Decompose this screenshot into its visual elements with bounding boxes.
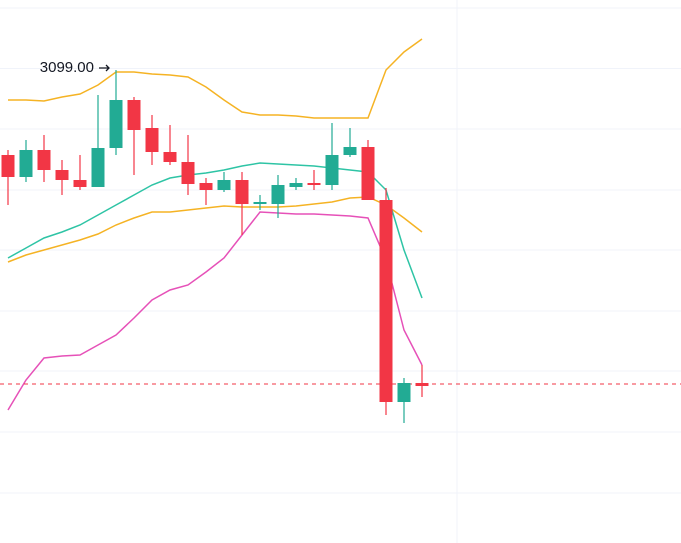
- candle-body: [91, 148, 105, 187]
- candle-body: [253, 202, 267, 204]
- candle-body: [19, 150, 33, 177]
- candle-body: [289, 183, 303, 187]
- annotation-label: 3099.00: [40, 59, 94, 76]
- candle-body: [415, 383, 429, 386]
- candle-body: [325, 155, 339, 185]
- candle-body: [127, 100, 141, 130]
- candle-body: [181, 162, 195, 184]
- candle-body: [307, 183, 321, 185]
- candle-body: [55, 170, 69, 180]
- candle-body: [145, 128, 159, 152]
- candle-body: [379, 200, 393, 402]
- candle-body: [1, 155, 15, 177]
- indicator-line: [7, 196, 423, 263]
- candle-body: [199, 183, 213, 190]
- candle-body: [37, 150, 51, 170]
- annotation-arrow: [99, 64, 110, 72]
- candle-body: [217, 180, 231, 190]
- indicator-line: [7, 211, 423, 411]
- candle-body: [163, 152, 177, 162]
- candle-body: [73, 180, 87, 187]
- indicator-line: [7, 162, 423, 299]
- candle-body: [271, 185, 285, 204]
- indicator-line: [8, 38, 423, 119]
- candle-body: [397, 383, 411, 402]
- candle-body: [235, 180, 249, 204]
- candle-body: [343, 147, 357, 155]
- candle-body: [109, 100, 123, 148]
- candle-body: [361, 147, 375, 200]
